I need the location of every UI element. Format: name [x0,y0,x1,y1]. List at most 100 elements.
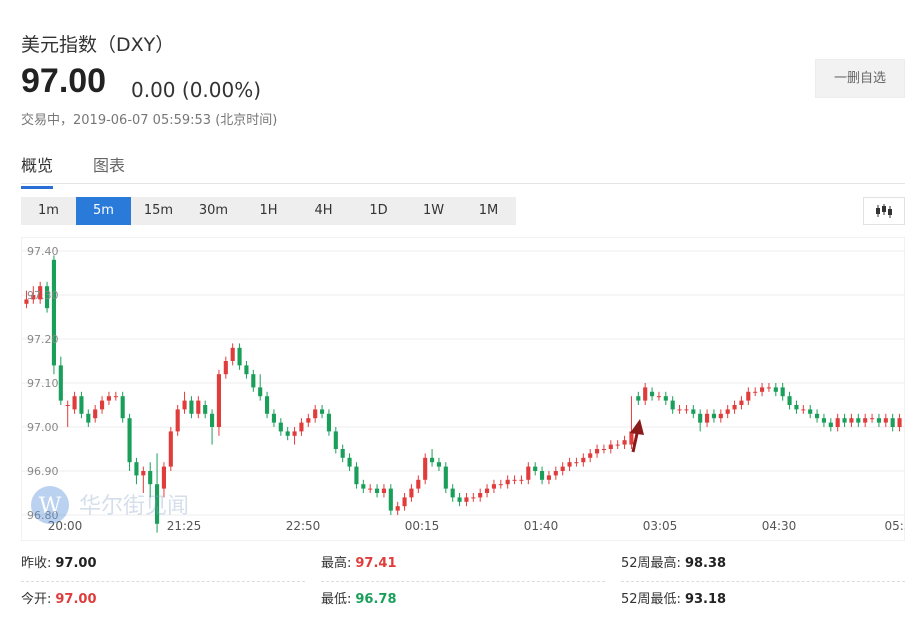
candle [86,409,91,427]
period-5m[interactable]: 5m [76,197,131,225]
candle [656,391,661,401]
candle [753,387,758,397]
candle [313,405,318,423]
chart-frame [21,237,905,541]
period-1h[interactable]: 1H [259,203,278,218]
candle [471,493,476,502]
candle [24,290,29,309]
candle [354,462,359,489]
candle [375,484,380,498]
candle-body [753,391,758,393]
candle-body [106,396,111,401]
candle [237,343,242,370]
candle [72,391,77,414]
candle [787,391,792,410]
candle [766,383,771,392]
candle-body [512,479,517,481]
candle [581,453,586,467]
candle-body [65,405,70,406]
candle [244,361,249,379]
candle-body [203,405,208,414]
candle [842,413,847,427]
candle-body [223,361,228,375]
price-chart[interactable]: 97.40 97.30 97.20 97.10 97.00 96.90 96.80 20:0… [21,237,905,541]
candle-body [51,259,56,366]
candle [739,396,744,410]
candle [574,457,579,467]
period-1d[interactable]: 1D [369,203,388,218]
y-tick-label: 97.00 [27,421,59,434]
candlestick-toggle-button[interactable] [863,197,905,225]
candle [567,457,572,471]
candle [182,391,187,414]
period-30m[interactable]: 30m [198,203,229,218]
y-tick-label: 97.20 [27,333,59,346]
candle-body [457,497,462,502]
candle-body [540,471,545,480]
candle-body [636,396,641,401]
candle [113,391,118,401]
trading-status: 交易中，2019-06-07 05:59:53 (北京时间) [21,113,278,128]
candle-body [244,365,249,375]
candle-body [718,413,723,419]
candle-body [306,418,311,423]
candle-body [856,418,861,423]
candle-body [815,413,820,419]
candle [203,400,208,419]
candle [821,413,826,427]
candle-body [313,409,318,419]
remove-watchlist-button[interactable]: 一删自选 [815,59,905,98]
candle-body [58,365,63,401]
candle [643,383,648,405]
candle-body [265,396,270,414]
candle-body [801,409,806,411]
candle [223,356,228,379]
candle [732,400,737,414]
candle [148,462,153,498]
candle-body [237,347,242,366]
x-tick-label: 21:25 [167,519,202,533]
candle [801,405,806,414]
stat-low: 最低: 96.78 [321,586,605,618]
candle-body [72,396,77,410]
stat-value: 97.00 [55,556,97,571]
candle [897,413,902,432]
candle [106,391,111,405]
watermark-logo-letter: W [39,494,62,519]
candle [870,413,875,423]
candle [691,405,696,419]
candle [93,405,98,423]
candle [134,457,139,485]
candle-body [161,466,166,489]
candle-body [849,418,854,423]
candle [705,409,710,427]
tab-chart[interactable]: 图表 [93,156,126,175]
candle-body [766,387,771,389]
candle [306,413,311,427]
candle [210,409,215,445]
candle [251,369,256,392]
stat-value: 96.78 [355,592,397,607]
period-1w[interactable]: 1W [422,203,445,218]
stat-label: 最低: [321,592,352,607]
candle-body [436,462,441,467]
candle-body [519,479,524,481]
candle [815,409,820,423]
candle-body [24,299,29,304]
candle [299,418,304,436]
period-1mo[interactable]: 1M [478,203,499,218]
candle-body [732,405,737,410]
candle [512,475,517,485]
candle [155,453,160,533]
candle-body [326,413,331,432]
candle [38,281,43,304]
tab-overview[interactable]: 概览 [21,152,54,189]
candle [746,387,751,405]
candle [636,391,641,405]
period-4h[interactable]: 4H [314,203,333,218]
stat-label: 52周最低: [621,592,681,607]
candle [498,479,503,489]
candle [780,383,785,401]
period-15m[interactable]: 15m [143,203,174,218]
period-1m[interactable]: 1m [38,203,59,218]
